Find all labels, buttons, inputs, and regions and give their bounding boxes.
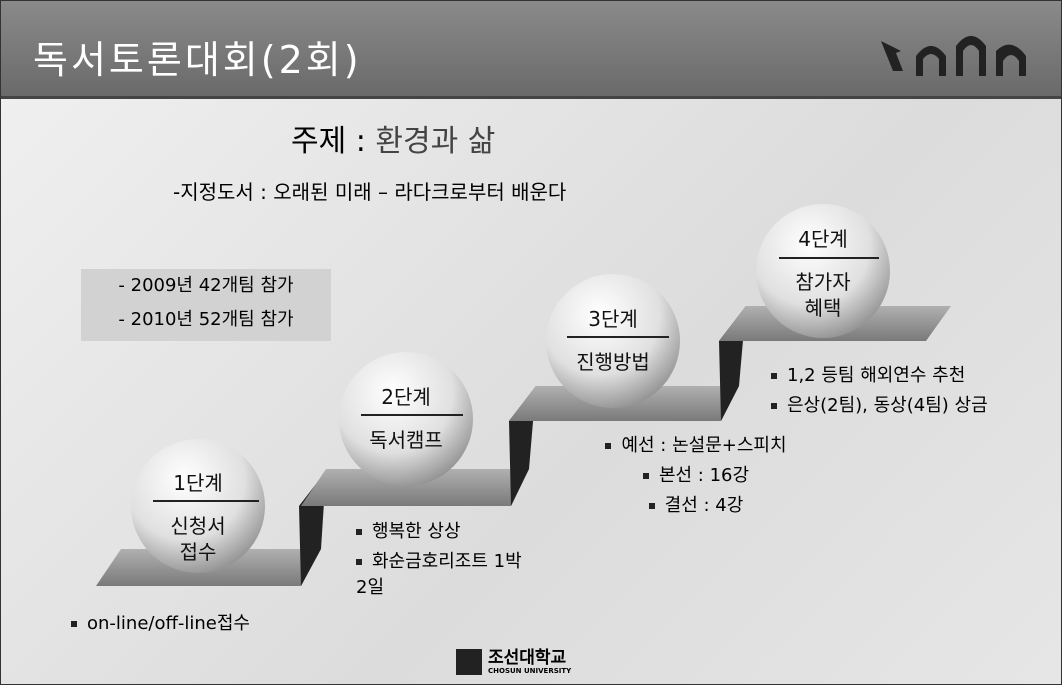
footer-name-en: CHOSUN UNIVERSITY [488,667,571,675]
bullet: 화순금호리조트 1박2일 [356,549,526,601]
step-title-line: 참가자 [763,269,883,295]
bullet: 은상(2팀), 동상(4팀) 상금 [771,391,1061,421]
stairs [1,1,1061,684]
step-label: 1단계 [138,467,258,496]
step-title-line: 신청서 [138,513,258,539]
bullet: 행복한 상상 [356,519,526,545]
logo-icon [456,649,482,675]
step-title: 독서캠프 [346,427,466,453]
footer-name: 조선대학교 [488,649,571,667]
step-title-line: 혜택 [763,295,883,321]
step-title-line: 진행방법 [553,349,673,375]
bullet: 본선 : 16강 [546,461,846,491]
step-title-line: 독서캠프 [346,427,466,453]
step-label: 4단계 [763,223,883,252]
slide: 독서토론대회(2회) 주제 : 환경과 삶 -지정도서 : 오래된 미래 – 라… [0,0,1062,685]
bullet: on-line/off-line접수 [71,609,371,639]
step-title: 진행방법 [553,349,673,375]
step-label: 2단계 [346,381,466,410]
step-title-line: 접수 [138,539,258,565]
step-bullets: on-line/off-line접수 [71,609,371,639]
bullet: 예선 : 논설문+스피치 [546,431,846,461]
bullet: 1,2 등팀 해외연수 추천 [771,361,1061,391]
step-label: 3단계 [553,303,673,332]
bullet: 결선 : 4강 [546,491,846,521]
footer-logo: 조선대학교 CHOSUN UNIVERSITY [456,649,571,675]
